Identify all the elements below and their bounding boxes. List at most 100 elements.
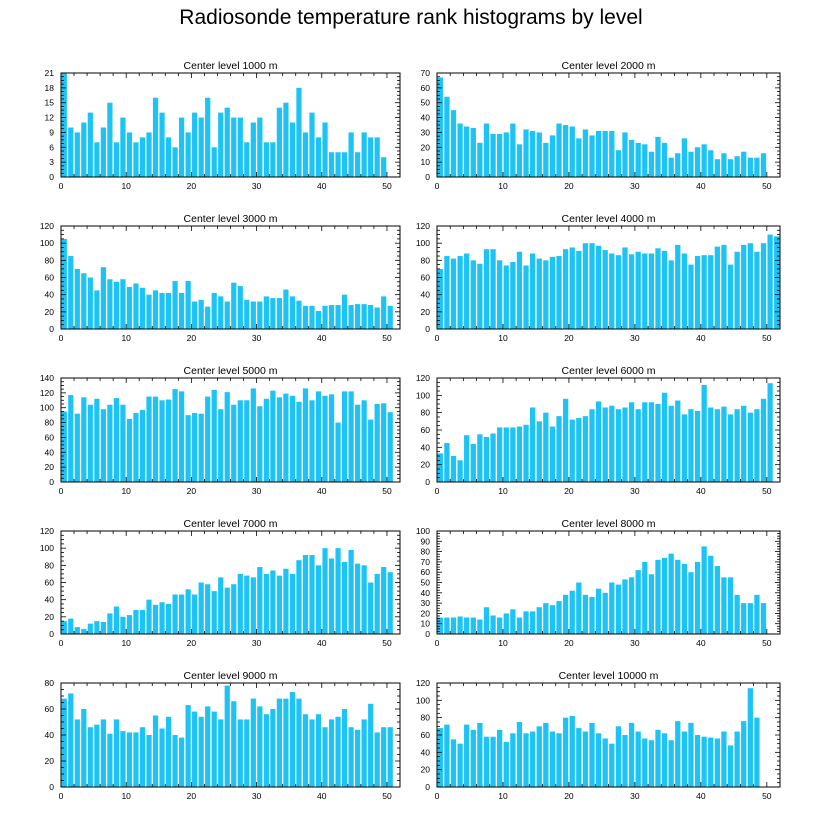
- panel-10: Center level 10000 m 0 10 20 30 40 50 0 20 40 60 80…: [416, 670, 781, 801]
- bar: [589, 135, 595, 177]
- y-tick-label: 70: [421, 557, 431, 567]
- bar: [569, 715, 575, 787]
- bar: [381, 567, 387, 634]
- x-tick-label: 20: [564, 333, 574, 343]
- bar: [139, 137, 146, 177]
- bar: [152, 715, 159, 787]
- bar: [328, 719, 335, 787]
- bar: [734, 156, 740, 177]
- bar: [348, 549, 354, 634]
- x-tick-label: 10: [498, 181, 508, 191]
- panel-title: Center level 10000 m: [559, 670, 659, 682]
- bar: [355, 404, 361, 482]
- bar: [257, 706, 263, 787]
- x-tick-label: 10: [121, 638, 131, 648]
- bar: [341, 709, 348, 787]
- bar: [655, 136, 661, 177]
- bar: [341, 391, 348, 482]
- bar: [754, 717, 760, 787]
- bar: [192, 412, 198, 482]
- bar: [107, 404, 113, 482]
- bar: [497, 427, 503, 482]
- bar: [185, 705, 191, 787]
- bar: [576, 582, 582, 634]
- x-tick-label: 0: [59, 486, 64, 496]
- y-tick-label: 120: [416, 678, 430, 688]
- bar: [296, 87, 302, 177]
- bar: [628, 722, 635, 787]
- bar: [543, 142, 549, 177]
- bar: [701, 384, 707, 482]
- bar: [450, 617, 457, 634]
- y-tick-label: 80: [45, 255, 55, 265]
- bar: [721, 577, 727, 634]
- bar: [694, 410, 701, 482]
- x-tick-label: 30: [630, 333, 640, 343]
- bar: [355, 152, 361, 177]
- y-tick-label: 10: [421, 157, 431, 167]
- bar: [734, 594, 740, 634]
- bar: [760, 398, 767, 482]
- panel-6: Center level 6000 m 0 10 20 30 40 50 0 20 40 60 80 1…: [416, 365, 781, 496]
- bar: [61, 411, 67, 482]
- bar: [361, 565, 367, 634]
- bar: [335, 304, 341, 329]
- bar: [211, 711, 217, 787]
- bar: [609, 130, 615, 177]
- y-tick-label: 60: [421, 273, 431, 283]
- bar: [688, 722, 694, 787]
- bar: [576, 417, 582, 482]
- bar: [741, 151, 747, 177]
- bar: [270, 709, 276, 787]
- bar: [668, 740, 674, 787]
- bar: [536, 132, 542, 177]
- bar: [211, 147, 217, 177]
- bar: [74, 627, 80, 634]
- bar: [668, 157, 674, 177]
- bar: [655, 559, 661, 634]
- bar: [355, 304, 361, 329]
- bar: [516, 617, 523, 634]
- bar: [668, 553, 674, 634]
- x-tick-label: 10: [121, 486, 131, 496]
- y-tick-label: 10: [421, 619, 431, 629]
- bar: [198, 117, 204, 177]
- panel-title: Center level 7000 m: [184, 518, 278, 530]
- y-tick-label: 20: [45, 612, 55, 622]
- x-tick-label: 40: [317, 791, 327, 801]
- y-tick-label: 0: [49, 172, 54, 182]
- bar: [185, 589, 191, 634]
- y-tick-label: 0: [49, 629, 54, 639]
- bar: [701, 546, 707, 634]
- bar: [205, 306, 211, 329]
- bar: [543, 603, 549, 634]
- y-tick-label: 40: [421, 588, 431, 598]
- bar: [61, 621, 67, 635]
- bar: [374, 307, 380, 329]
- y-tick-label: 0: [425, 629, 430, 639]
- x-tick-label: 10: [498, 791, 508, 801]
- bar: [549, 605, 556, 634]
- bar: [205, 706, 211, 787]
- x-tick-label: 0: [435, 333, 440, 343]
- bar: [315, 565, 322, 634]
- bar: [747, 243, 753, 329]
- bar: [675, 153, 681, 177]
- bar: [437, 453, 443, 482]
- bar: [628, 254, 635, 329]
- bar: [309, 400, 315, 482]
- bar: [139, 609, 146, 634]
- bar: [309, 112, 315, 177]
- panel-3: Center level 3000 m 0 10 20 30 40 50 0 20 40 60 80 1…: [40, 213, 401, 343]
- y-tick-label: 0: [49, 477, 54, 487]
- bar: [335, 422, 341, 482]
- bar: [185, 415, 191, 482]
- bar: [701, 144, 707, 177]
- bar: [615, 409, 622, 482]
- x-tick-label: 50: [382, 791, 392, 801]
- bar: [530, 130, 536, 177]
- bar: [543, 412, 549, 482]
- bar: [589, 596, 595, 634]
- bar: [562, 594, 569, 634]
- y-tick-label: 20: [45, 462, 55, 472]
